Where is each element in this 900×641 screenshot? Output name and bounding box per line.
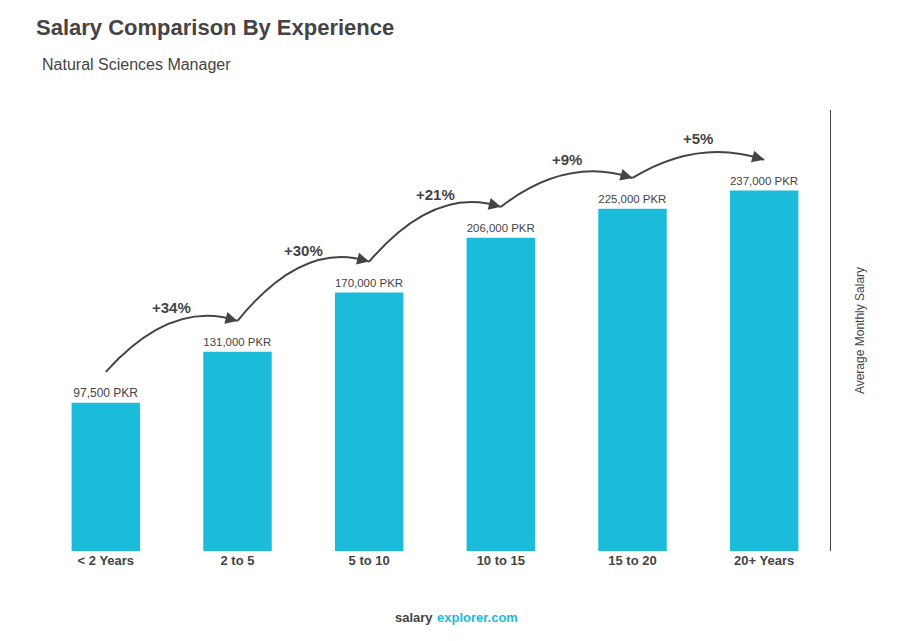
svg-text:Salary Comparison By Experienc: Salary Comparison By Experience	[36, 15, 394, 40]
svg-text:salary: salary	[395, 610, 433, 625]
svg-text:explorer.com: explorer.com	[437, 610, 518, 625]
svg-text:170,000 PKR: 170,000 PKR	[335, 277, 403, 289]
svg-text:2 to 5: 2 to 5	[221, 553, 255, 568]
svg-text:+21%: +21%	[416, 186, 455, 203]
svg-text:Average Monthly Salary: Average Monthly Salary	[853, 267, 867, 394]
svg-text:97,500 PKR: 97,500 PKR	[73, 386, 138, 400]
svg-text:15 to 20: 15 to 20	[608, 553, 656, 568]
svg-text:5 to 10: 5 to 10	[349, 553, 390, 568]
svg-text:20+ Years: 20+ Years	[734, 553, 794, 568]
svg-text:+34%: +34%	[152, 299, 191, 316]
svg-text:10 to 15: 10 to 15	[477, 553, 525, 568]
svg-text:Natural Sciences Manager: Natural Sciences Manager	[42, 56, 231, 73]
svg-text:+9%: +9%	[552, 151, 582, 168]
svg-text:225,000 PKR: 225,000 PKR	[598, 193, 666, 205]
svg-text:206,000 PKR: 206,000 PKR	[467, 222, 535, 234]
svg-text:< 2 Years: < 2 Years	[78, 553, 135, 568]
svg-text:131,000 PKR: 131,000 PKR	[203, 336, 271, 348]
svg-text:+5%: +5%	[683, 130, 713, 147]
svg-text:+30%: +30%	[284, 242, 323, 259]
svg-text:237,000 PKR: 237,000 PKR	[730, 175, 798, 187]
